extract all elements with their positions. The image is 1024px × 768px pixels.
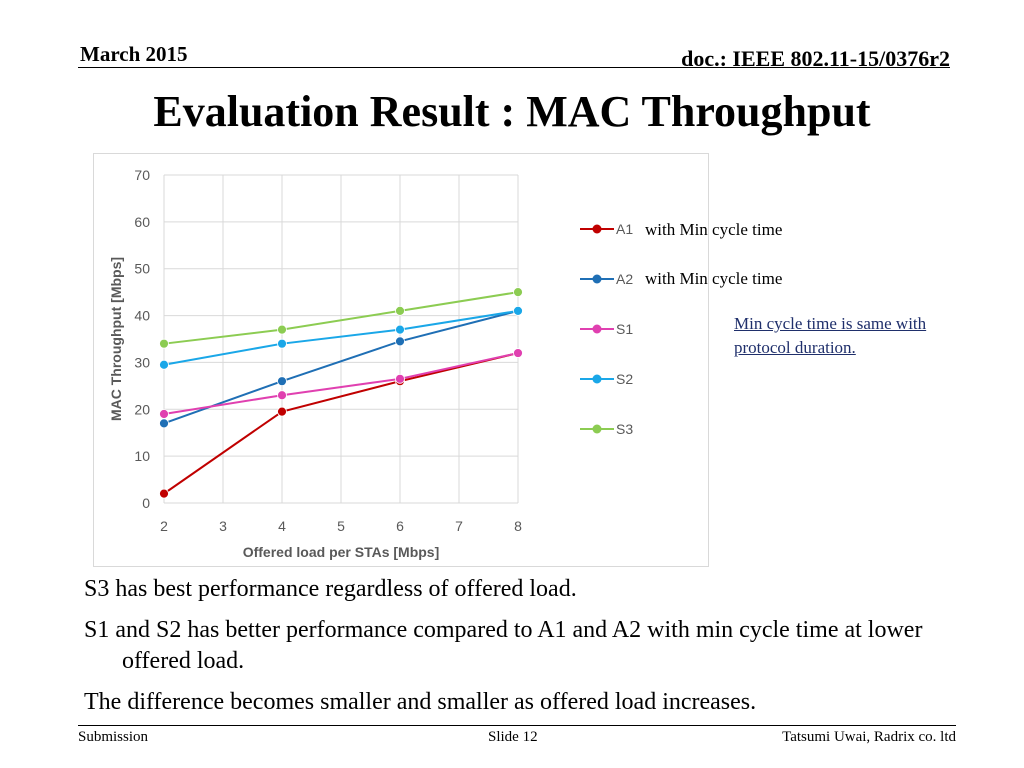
y-tick-label: 50 [134, 261, 150, 277]
series-line-a1 [163, 352, 519, 495]
chart-container: 0 10 20 30 40 50 60 70 2 3 4 5 6 7 8 Offered load per S… [93, 153, 709, 567]
legend-label-a1: A1 [616, 221, 633, 237]
data-point-a2 [395, 336, 405, 347]
data-point-a2 [159, 418, 169, 429]
throughput-chart: 0 10 20 30 40 50 60 70 2 3 4 5 6 7 8 Offered load per S… [108, 167, 633, 560]
bullet-item: S3 has best performance regardless of of… [84, 576, 577, 602]
legend-marker-a1 [592, 224, 602, 234]
series-line-s1 [163, 352, 519, 415]
y-tick-label: 20 [134, 401, 150, 417]
legend-label-s1: S1 [616, 321, 633, 337]
data-point-s2 [277, 338, 287, 349]
slide-title: Evaluation Result : MAC Throughput [153, 87, 871, 136]
header-divider [78, 67, 950, 68]
header-doc-id: doc.: IEEE 802.11-15/0376r2 [681, 46, 950, 71]
series-line-s3 [163, 291, 519, 345]
x-tick-label: 3 [219, 518, 227, 534]
x-tick-label: 6 [396, 518, 404, 534]
cycle-time-note: Min cycle time is same with protocol dur… [734, 314, 927, 357]
y-tick-label: 0 [142, 495, 150, 511]
data-point-a1 [159, 488, 169, 499]
x-tick-label: 8 [514, 518, 522, 534]
y-tick-label: 60 [134, 214, 150, 230]
data-point-s2 [395, 324, 405, 335]
legend-label-s2: S2 [616, 371, 633, 387]
a2-annotation: with Min cycle time [645, 269, 783, 288]
bullet-item: S1 and S2 has better performance compare… [84, 617, 923, 674]
legend-label-s3: S3 [616, 421, 633, 437]
data-point-s3 [277, 324, 287, 335]
y-tick-label: 70 [134, 167, 150, 183]
footer-submission: Submission [78, 729, 149, 745]
data-point-s1 [513, 348, 523, 358]
legend-label-a2: A2 [616, 271, 633, 287]
data-point-s2 [513, 305, 523, 316]
x-tick-label: 4 [278, 518, 286, 534]
footer-author: Tatsumi Uwai, Radrix co. ltd [782, 729, 956, 745]
x-tick-label: 2 [160, 518, 168, 534]
x-tick-label: 7 [455, 518, 463, 534]
data-point-a2 [277, 376, 287, 387]
bullet-item: The difference becomes smaller and small… [84, 689, 757, 715]
data-point-s1 [395, 373, 405, 384]
data-point-a1 [277, 406, 287, 417]
x-tick-label: 5 [337, 518, 345, 534]
series-line-s2 [163, 309, 519, 366]
data-point-s2 [159, 359, 169, 370]
data-point-s1 [277, 390, 287, 401]
legend-marker-s2 [592, 374, 602, 384]
data-point-s3 [395, 305, 405, 316]
a1-annotation: with Min cycle time [645, 220, 783, 239]
x-axis-label: Offered load per STAs [Mbps] [243, 544, 440, 560]
footer-slide-number: Slide 12 [488, 729, 538, 745]
series-line-a2 [163, 309, 519, 425]
y-tick-label: 10 [134, 448, 150, 464]
legend-marker-a2 [592, 274, 602, 284]
data-point-s3 [513, 287, 523, 298]
data-point-s3 [159, 338, 169, 349]
y-tick-label: 30 [134, 354, 150, 370]
y-tick-label: 40 [134, 308, 150, 324]
bullet-list: S3 has best performance regardless of of… [84, 574, 994, 728]
data-point-s1 [159, 409, 169, 419]
header-date: March 2015 [80, 42, 188, 66]
legend-marker-s3 [592, 424, 602, 434]
y-axis-label: MAC Throughput [Mbps] [108, 257, 124, 421]
legend-marker-s1 [592, 324, 602, 334]
footer-divider [78, 725, 956, 726]
